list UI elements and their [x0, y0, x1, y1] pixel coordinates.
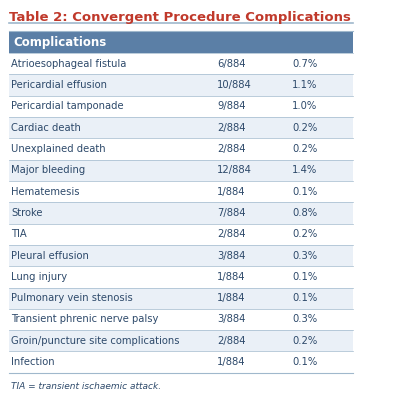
- Text: Hematemesis: Hematemesis: [12, 186, 80, 196]
- Text: Infection: Infection: [12, 357, 55, 367]
- Text: Complications: Complications: [13, 36, 106, 49]
- Text: 2/884: 2/884: [217, 229, 245, 239]
- Text: 3/884: 3/884: [217, 250, 245, 260]
- Text: 6/884: 6/884: [217, 59, 245, 69]
- Text: 1.4%: 1.4%: [292, 165, 318, 175]
- Text: Pleural effusion: Pleural effusion: [12, 250, 89, 260]
- Text: 0.3%: 0.3%: [292, 250, 318, 260]
- FancyBboxPatch shape: [8, 96, 353, 117]
- FancyBboxPatch shape: [8, 288, 353, 309]
- Text: Unexplained death: Unexplained death: [12, 144, 106, 154]
- FancyBboxPatch shape: [8, 352, 353, 373]
- Text: 0.1%: 0.1%: [292, 186, 318, 196]
- Text: 10/884: 10/884: [217, 80, 252, 90]
- Text: 3/884: 3/884: [217, 314, 245, 324]
- Text: Stroke: Stroke: [12, 208, 43, 218]
- Text: 1/884: 1/884: [217, 293, 245, 303]
- Text: Lung injury: Lung injury: [12, 272, 68, 282]
- FancyBboxPatch shape: [8, 202, 353, 224]
- FancyBboxPatch shape: [8, 266, 353, 288]
- Text: Pericardial tamponade: Pericardial tamponade: [12, 101, 124, 111]
- Text: TIA: TIA: [12, 229, 27, 239]
- Text: TIA = transient ischaemic attack.: TIA = transient ischaemic attack.: [12, 382, 162, 391]
- FancyBboxPatch shape: [8, 160, 353, 181]
- FancyBboxPatch shape: [8, 31, 353, 53]
- Text: 0.1%: 0.1%: [292, 357, 318, 367]
- Text: 1.0%: 1.0%: [292, 101, 318, 111]
- Text: 2/884: 2/884: [217, 123, 245, 133]
- Text: 0.7%: 0.7%: [292, 59, 318, 69]
- Text: 0.8%: 0.8%: [292, 208, 318, 218]
- Text: 0.1%: 0.1%: [292, 272, 318, 282]
- FancyBboxPatch shape: [8, 330, 353, 352]
- Text: 12/884: 12/884: [217, 165, 252, 175]
- Text: Groin/puncture site complications: Groin/puncture site complications: [12, 336, 180, 346]
- Text: 2/884: 2/884: [217, 144, 245, 154]
- Text: Cardiac death: Cardiac death: [12, 123, 81, 133]
- Text: 0.3%: 0.3%: [292, 314, 318, 324]
- Text: 0.2%: 0.2%: [292, 336, 318, 346]
- FancyBboxPatch shape: [8, 138, 353, 160]
- FancyBboxPatch shape: [8, 224, 353, 245]
- Text: 1.1%: 1.1%: [292, 80, 318, 90]
- FancyBboxPatch shape: [8, 117, 353, 138]
- Text: 7/884: 7/884: [217, 208, 245, 218]
- Text: 2/884: 2/884: [217, 336, 245, 346]
- Text: Transient phrenic nerve palsy: Transient phrenic nerve palsy: [12, 314, 159, 324]
- Text: Major bleeding: Major bleeding: [12, 165, 86, 175]
- Text: 1/884: 1/884: [217, 186, 245, 196]
- FancyBboxPatch shape: [8, 53, 353, 74]
- Text: Pericardial effusion: Pericardial effusion: [12, 80, 108, 90]
- Text: Atrioesophageal fistula: Atrioesophageal fistula: [12, 59, 127, 69]
- FancyBboxPatch shape: [8, 181, 353, 202]
- FancyBboxPatch shape: [8, 74, 353, 96]
- Text: 9/884: 9/884: [217, 101, 245, 111]
- Text: 0.2%: 0.2%: [292, 123, 318, 133]
- Text: 1/884: 1/884: [217, 272, 245, 282]
- Text: Table 2: Convergent Procedure Complications: Table 2: Convergent Procedure Complicati…: [8, 11, 350, 24]
- Text: 0.2%: 0.2%: [292, 144, 318, 154]
- Text: Pulmonary vein stenosis: Pulmonary vein stenosis: [12, 293, 133, 303]
- FancyBboxPatch shape: [8, 245, 353, 266]
- Text: 0.1%: 0.1%: [292, 293, 318, 303]
- FancyBboxPatch shape: [8, 309, 353, 330]
- Text: 1/884: 1/884: [217, 357, 245, 367]
- Text: 0.2%: 0.2%: [292, 229, 318, 239]
